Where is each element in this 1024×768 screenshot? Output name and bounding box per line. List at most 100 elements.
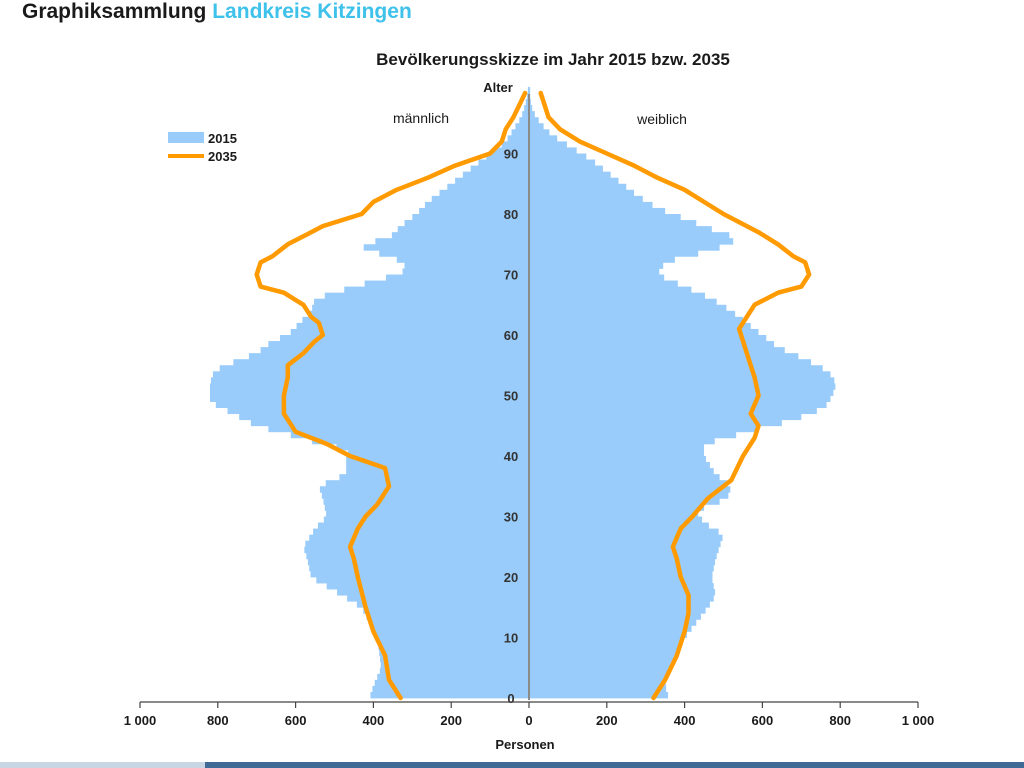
bar-male-2015 [210,395,529,402]
bar-male-2015 [296,322,529,330]
x-tick-label: 800 [207,713,229,728]
bar-female-2015 [529,625,692,632]
bar-female-2015 [529,504,705,511]
bar-female-2015 [529,177,619,185]
bar-female-2015 [529,165,603,173]
bar-male-2015 [470,165,529,173]
bar-male-2015 [404,262,529,269]
legend-label-2035: 2035 [208,149,237,164]
bar-female-2015 [529,286,692,294]
bar-male-2015 [321,492,529,499]
bar-female-2015 [529,474,720,481]
line-female-2035 [538,90,812,701]
bar-female-2015 [529,607,706,614]
bar-male-2015 [219,365,529,372]
bar-female-2015 [529,220,697,227]
bar-female-2015 [529,322,751,330]
y-tick-label: 20 [504,570,518,585]
bar-female-2015 [529,673,668,681]
bar-female-2015 [529,534,723,542]
bar-female-2015 [529,135,558,142]
bar-male-2015 [346,462,529,469]
bar-female-2015 [529,292,706,300]
bar-male-2015 [515,123,529,130]
bar-female-2015 [529,425,759,433]
bar-male-2015 [511,129,529,136]
bar-female-2015 [529,207,666,215]
bar-female-2015 [529,201,653,209]
bar-male-2015 [302,316,529,324]
bar-female-2015 [529,274,665,281]
bar-female-2015 [529,377,835,384]
bar-female-2015 [529,86,531,94]
bar-male-2015 [233,359,530,366]
bar-female-2015 [529,189,635,197]
bar-male-2015 [304,546,529,554]
bar-female-2015 [529,383,836,390]
bar-male-2015 [312,304,529,312]
bar-male-2015 [377,673,529,681]
bar-male-2015 [314,298,529,306]
bar-male-2015 [366,613,529,620]
bar-male-2015 [316,577,529,584]
bar-male-2015 [412,214,529,221]
bar-male-2015 [268,425,529,433]
bar-male-2015 [239,413,529,421]
bar-male-2015 [431,195,529,203]
legend-swatch-2015 [168,132,204,143]
footer-band-light [0,762,205,768]
bar-male-2015 [524,105,529,112]
bar-female-2015 [529,462,710,469]
bar-female-2015 [529,449,705,457]
bar-female-2015 [529,691,669,699]
bar-female-2015 [529,244,720,251]
bar-female-2015 [529,262,664,269]
bar-female-2015 [529,468,714,475]
bar-male-2015 [363,607,529,614]
bar-male-2015 [396,256,529,263]
bar-male-2015 [478,159,529,166]
bar-male-2015 [305,540,529,548]
axes: 0 10 20 30 40 50 60 70 80 90 1 000 800 600 400 200 0 200… [124,94,934,728]
bar-male-2015 [317,522,529,529]
x-tick-label: 200 [596,713,618,728]
bar-female-2015 [529,238,734,245]
y-tick-label: 10 [504,631,518,646]
bar-male-2015 [501,141,529,148]
bar-male-2015 [348,449,529,457]
bar-male-2015 [280,335,529,342]
bar-female-2015 [529,250,699,257]
x-tick-label: 800 [829,713,851,728]
bar-male-2015 [356,601,529,608]
bar-male-2015 [375,631,529,638]
bar-male-2015 [507,135,529,142]
bar-male-2015 [313,528,529,536]
bar-male-2015 [260,347,529,354]
y-tick-label: 70 [504,268,518,283]
bar-male-2015 [391,232,529,239]
bar-female-2015 [529,123,544,130]
bar-male-2015 [336,443,529,451]
y-tick-label: 80 [504,207,518,222]
bar-female-2015 [529,310,736,318]
bar-male-2015 [312,437,529,445]
bar-male-2015 [370,691,529,699]
bar-female-2015 [529,117,539,124]
bar-female-2015 [529,431,737,439]
x-tick-label: 200 [440,713,462,728]
bar-male-2015 [212,371,529,378]
line-male-2035 [254,90,528,701]
bar-male-2015 [404,220,529,227]
bar-male-2015 [339,474,529,481]
bar-male-2015 [378,643,529,650]
bar-female-2015 [529,486,731,493]
bar-female-2015 [529,389,834,396]
bar-female-2015 [529,141,567,148]
bar-male-2015 [439,189,529,197]
bar-male-2015 [380,655,529,663]
bar-male-2015 [527,86,529,94]
bar-female-2015 [529,583,714,590]
bar-male-2015 [324,504,529,511]
bar-male-2015 [380,661,529,669]
x-tick-label: 600 [752,713,774,728]
